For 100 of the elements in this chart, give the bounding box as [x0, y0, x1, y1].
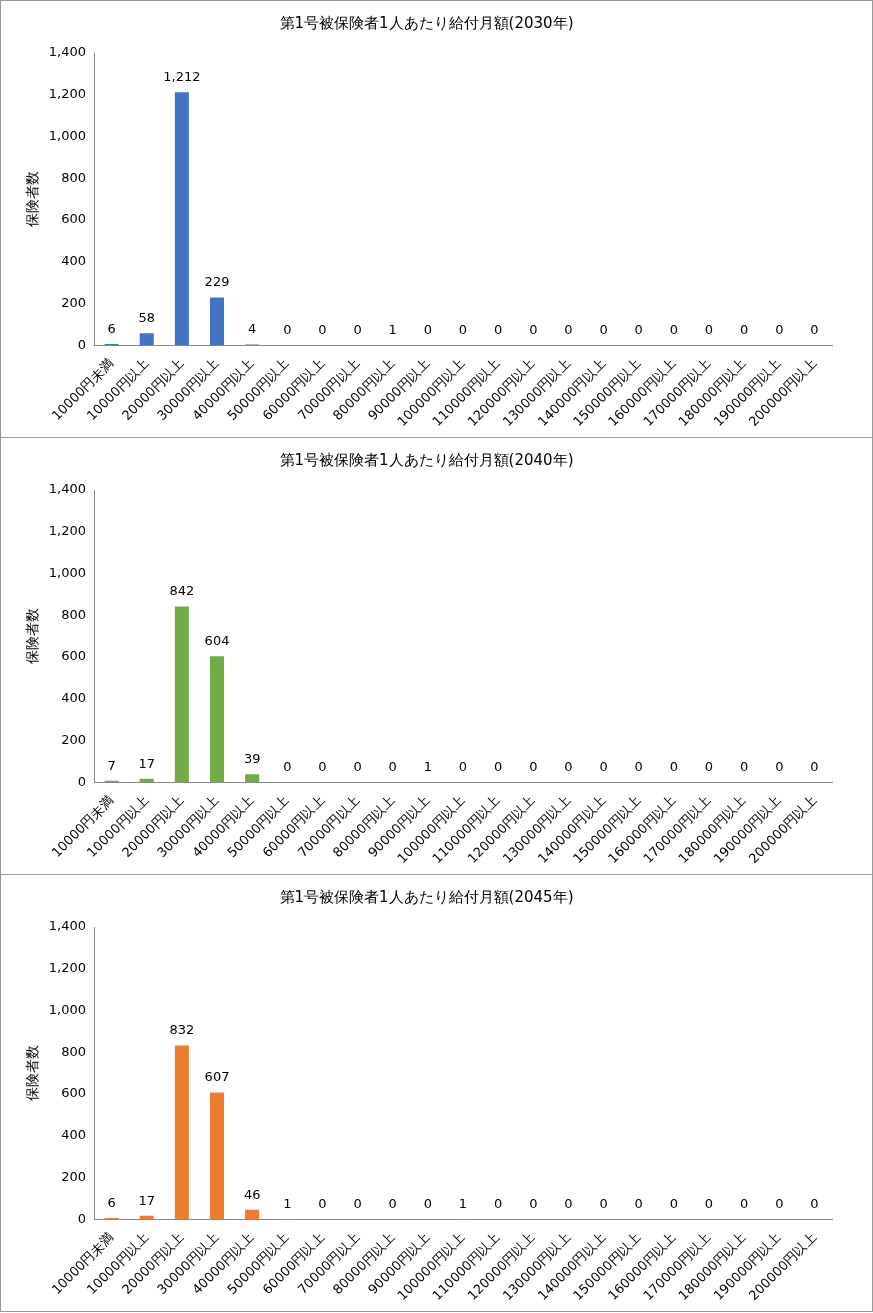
y-tick-label: 1,400: [48, 481, 87, 497]
data-label: 0: [283, 322, 292, 338]
y-tick-label: 200: [61, 1168, 87, 1184]
bar: [174, 606, 189, 783]
data-label: 0: [634, 1196, 643, 1212]
y-tick-label: 800: [61, 1043, 87, 1059]
y-tick-label: 1,000: [48, 564, 87, 580]
data-label: 0: [458, 759, 468, 775]
y-tick-label: 600: [61, 648, 87, 664]
y-tick-label: 1,000: [48, 127, 87, 143]
bar: [174, 1045, 189, 1220]
data-label: 1: [283, 1195, 292, 1211]
data-label: 0: [318, 322, 327, 338]
data-label: 0: [599, 759, 608, 775]
data-label: 832: [169, 1022, 195, 1038]
data-label: 0: [740, 322, 749, 338]
y-tick-label: 200: [61, 294, 87, 310]
y-tick-label: 0: [77, 773, 87, 789]
bar: [209, 656, 225, 783]
data-label: 0: [740, 759, 749, 775]
data-label: 0: [388, 759, 397, 775]
data-label: 604: [204, 633, 230, 649]
data-label: 0: [704, 322, 714, 338]
data-label: 0: [529, 759, 538, 775]
data-label: 1: [388, 321, 397, 337]
data-label: 0: [388, 1196, 397, 1212]
y-tick-label: 800: [61, 169, 87, 185]
y-tick-label: 1,400: [48, 918, 87, 934]
data-label: 1,212: [163, 69, 201, 85]
data-label: 39: [243, 751, 261, 767]
y-tick-label: 0: [77, 336, 87, 352]
data-label: 17: [138, 755, 155, 771]
data-label: 0: [318, 1196, 327, 1212]
data-label: 17: [138, 1192, 155, 1208]
bar: [245, 1209, 260, 1220]
data-label: 46: [243, 1186, 261, 1202]
y-tick-label: 1,200: [48, 960, 87, 976]
bar: [209, 1092, 225, 1220]
data-label: 7: [107, 757, 116, 773]
chart-title: 第1号被保険者1人あたり給付月額(2040年): [279, 450, 574, 469]
y-tick-label: 600: [61, 1085, 87, 1101]
y-tick-label: 1,200: [48, 523, 87, 539]
y-tick-label: 1,200: [48, 86, 87, 102]
y-tick-label: 800: [61, 606, 87, 622]
y-axis-title: 保険者数: [24, 1045, 41, 1102]
data-label: 0: [775, 759, 784, 775]
y-tick-label: 400: [61, 690, 87, 706]
data-label: 0: [564, 322, 573, 338]
data-label: 0: [669, 322, 678, 338]
y-tick-label: 400: [61, 253, 87, 269]
data-label: 0: [423, 1196, 433, 1212]
data-label: 0: [564, 759, 573, 775]
data-label: 0: [634, 322, 643, 338]
data-label: 229: [204, 274, 230, 290]
data-label: 0: [494, 322, 503, 338]
data-label: 0: [810, 1196, 819, 1212]
y-tick-label: 1,000: [48, 1001, 87, 1017]
y-tick-label: 1,400: [48, 44, 87, 60]
data-label: 0: [669, 1196, 678, 1212]
data-label: 0: [599, 1196, 608, 1212]
data-label: 0: [564, 1196, 573, 1212]
data-label: 607: [204, 1069, 230, 1085]
data-label: 6: [107, 1194, 116, 1210]
data-label: 1: [458, 1195, 468, 1211]
data-label: 842: [169, 583, 195, 599]
data-label: 0: [810, 322, 819, 338]
data-label: 0: [529, 1196, 538, 1212]
data-label: 0: [704, 759, 714, 775]
data-label: 6: [107, 320, 116, 336]
data-label: 1: [423, 758, 433, 774]
data-label: 0: [704, 1196, 714, 1212]
data-label: 0: [529, 322, 538, 338]
data-label: 0: [740, 1196, 749, 1212]
data-label: 0: [318, 759, 327, 775]
y-axis-title: 保険者数: [24, 608, 41, 665]
data-label: 0: [634, 759, 643, 775]
data-label: 0: [353, 1196, 362, 1212]
data-label: 0: [775, 322, 784, 338]
data-label: 0: [810, 759, 819, 775]
chart-title: 第1号被保険者1人あたり給付月額(2030年): [279, 13, 574, 32]
bar: [174, 92, 189, 346]
data-label: 0: [775, 1196, 784, 1212]
y-axis-title: 保険者数: [24, 171, 41, 228]
data-label: 0: [458, 322, 468, 338]
bar: [139, 333, 154, 346]
data-label: 0: [494, 759, 503, 775]
data-label: 0: [669, 759, 678, 775]
data-label: 0: [423, 322, 433, 338]
y-tick-label: 200: [61, 731, 87, 747]
y-tick-label: 400: [61, 1127, 87, 1143]
data-label: 0: [283, 759, 292, 775]
bar: [245, 774, 260, 783]
bar: [209, 297, 225, 346]
data-label: 58: [138, 310, 155, 326]
data-label: 4: [248, 321, 257, 337]
y-tick-label: 600: [61, 211, 87, 227]
data-label: 0: [599, 322, 608, 338]
data-label: 0: [494, 1196, 503, 1212]
chart-title: 第1号被保険者1人あたり給付月額(2045年): [279, 887, 574, 906]
data-label: 0: [353, 759, 362, 775]
